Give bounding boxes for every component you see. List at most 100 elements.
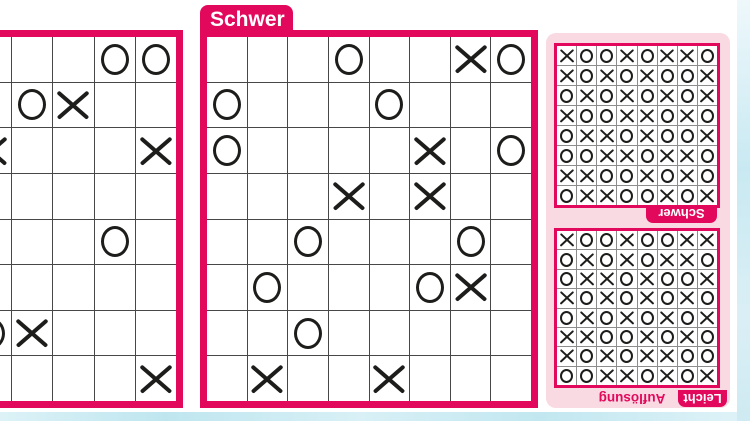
grid-cell-o: [597, 106, 617, 125]
grid-cell-empty: [135, 82, 176, 128]
x-mark: [700, 189, 714, 202]
grid-cell-empty: [207, 356, 247, 401]
grid-cell-empty: [135, 173, 176, 219]
grid-cell-empty: [410, 356, 450, 401]
grid-cell-o: [577, 66, 597, 85]
o-mark: [18, 89, 47, 121]
grid-cell-x: [657, 46, 677, 65]
grid-cell-empty: [288, 356, 328, 401]
x-mark: [0, 138, 6, 164]
x-mark: [560, 169, 574, 182]
grid-cell-empty: [491, 310, 531, 356]
o-mark: [700, 168, 714, 183]
grid-cell-x: [617, 231, 637, 250]
grid-cell-empty: [94, 173, 135, 219]
grid-cell-o: [617, 126, 637, 145]
grid-cell-empty: [0, 37, 12, 82]
grid-cell-empty: [207, 173, 247, 219]
o-mark: [700, 252, 714, 267]
x-mark: [620, 311, 634, 324]
o-mark: [600, 330, 614, 345]
o-mark: [700, 291, 714, 306]
grid-cell-empty: [135, 219, 176, 265]
x-mark: [580, 189, 594, 202]
grid-cell-o: [577, 46, 597, 65]
x-mark: [700, 311, 714, 324]
grid-cell-o: [369, 82, 410, 128]
next-page-edge-right: [737, 0, 750, 421]
grid-cell-o: [637, 146, 657, 165]
grid-cell-empty: [328, 219, 369, 265]
grid-cell-x: [577, 308, 597, 327]
grid-cell-x: [697, 66, 717, 85]
grid-cell-o: [491, 37, 531, 82]
x-mark: [660, 149, 674, 162]
grid-cell-o: [657, 66, 677, 85]
grid-cell-empty: [207, 219, 247, 265]
grid-cell-o: [557, 146, 577, 165]
grid-cell-x: [597, 186, 617, 205]
x-mark: [580, 253, 594, 266]
grid-cell-o: [617, 289, 637, 308]
grid-cell-x: [597, 269, 617, 289]
x-mark: [600, 129, 614, 142]
o-mark: [253, 271, 282, 303]
grid-cell-x: [557, 106, 577, 125]
grid-cell-empty: [247, 310, 288, 356]
grid-cell-x: [617, 366, 637, 385]
grid-cell-empty: [12, 219, 53, 265]
grid-cell-empty: [369, 37, 410, 82]
o-mark: [660, 128, 674, 143]
o-mark: [600, 88, 614, 103]
x-mark: [620, 149, 634, 162]
grid-cell-o: [637, 46, 657, 65]
grid-cell-empty: [12, 265, 53, 310]
x-mark: [17, 320, 47, 346]
x-mark: [580, 129, 594, 142]
o-mark: [497, 43, 526, 75]
grid-cell-x: [597, 366, 617, 385]
x-mark: [141, 138, 171, 164]
o-mark: [560, 188, 574, 203]
solutions-panel: Schwer Auflösung Leicht: [546, 33, 730, 408]
grid-cell-o: [597, 327, 617, 347]
grid-cell-empty: [328, 128, 369, 173]
grid-cell-o: [697, 327, 717, 347]
grid-cell-x: [450, 37, 491, 82]
left-puzzle-grid-frame: [0, 30, 183, 408]
grid-cell-empty: [410, 82, 450, 128]
grid-cell-o: [597, 46, 617, 65]
grid-cell-o: [207, 128, 247, 173]
o-mark: [560, 148, 574, 163]
grid-cell-x: [328, 173, 369, 219]
grid-cell-x: [577, 327, 597, 347]
x-mark: [600, 272, 614, 285]
grid-cell-x: [637, 269, 657, 289]
grid-cell-empty: [450, 356, 491, 401]
x-mark: [374, 366, 404, 392]
o-mark: [620, 168, 634, 183]
x-mark: [680, 331, 694, 344]
grid-cell-empty: [135, 310, 176, 356]
o-mark: [680, 310, 694, 325]
grid-cell-empty: [0, 219, 12, 265]
solution-grid-leicht: [557, 231, 717, 385]
o-mark: [620, 188, 634, 203]
grid-cell-x: [0, 128, 12, 173]
x-mark: [560, 292, 574, 305]
grid-cell-o: [597, 86, 617, 105]
grid-cell-empty: [450, 82, 491, 128]
grid-cell-empty: [94, 356, 135, 401]
x-mark: [680, 292, 694, 305]
grid-cell-empty: [491, 356, 531, 401]
grid-cell-o: [677, 347, 697, 366]
o-mark: [660, 330, 674, 345]
grid-cell-empty: [94, 128, 135, 173]
grid-cell-empty: [369, 128, 410, 173]
grid-cell-o: [577, 347, 597, 366]
o-mark: [600, 233, 614, 248]
x-mark: [660, 89, 674, 102]
grid-cell-o: [697, 106, 717, 125]
solution-schwer-label-text: Schwer: [658, 206, 705, 222]
grid-cell-empty: [369, 310, 410, 356]
